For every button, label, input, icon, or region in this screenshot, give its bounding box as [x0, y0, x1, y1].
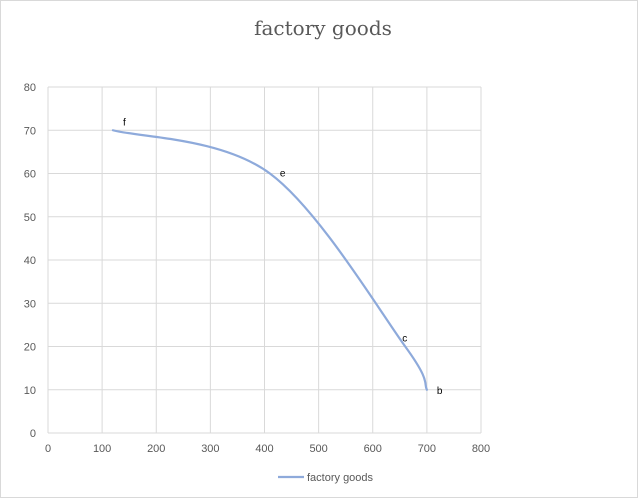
point-labels: f e c b	[123, 117, 443, 397]
legend: factory goods	[278, 472, 374, 484]
x-tick-label: 100	[93, 443, 111, 455]
x-tick-label: 800	[472, 443, 490, 455]
x-tick-label: 0	[45, 443, 51, 455]
y-tick-label: 50	[24, 212, 36, 224]
series-line	[111, 129, 428, 391]
y-tick-label: 60	[24, 169, 36, 181]
point-label-f: f	[123, 117, 126, 128]
y-axis-ticks: 0 10 20 30 40 50 60 70 80	[24, 82, 36, 440]
x-tick-label: 400	[255, 443, 273, 455]
series-group	[111, 129, 428, 391]
x-tick-label: 600	[364, 443, 382, 455]
grid-lines	[47, 86, 482, 434]
chart-title: factory goods	[254, 16, 392, 40]
y-tick-label: 80	[24, 82, 36, 94]
y-tick-label: 20	[24, 342, 36, 354]
point-label-e: e	[280, 169, 286, 180]
x-tick-label: 200	[147, 443, 165, 455]
y-tick-label: 40	[24, 255, 36, 267]
y-tick-label: 0	[30, 428, 36, 440]
point-label-c: c	[402, 334, 407, 345]
x-tick-label: 700	[418, 443, 436, 455]
x-tick-label: 500	[309, 443, 327, 455]
y-tick-label: 70	[24, 125, 36, 137]
x-tick-label: 300	[201, 443, 219, 455]
y-tick-label: 30	[24, 298, 36, 310]
legend-label: factory goods	[307, 472, 374, 484]
point-label-b: b	[437, 386, 443, 397]
x-axis-ticks: 0 100 200 300 400 500 600 700 800	[45, 443, 490, 455]
y-tick-label: 10	[24, 385, 36, 397]
